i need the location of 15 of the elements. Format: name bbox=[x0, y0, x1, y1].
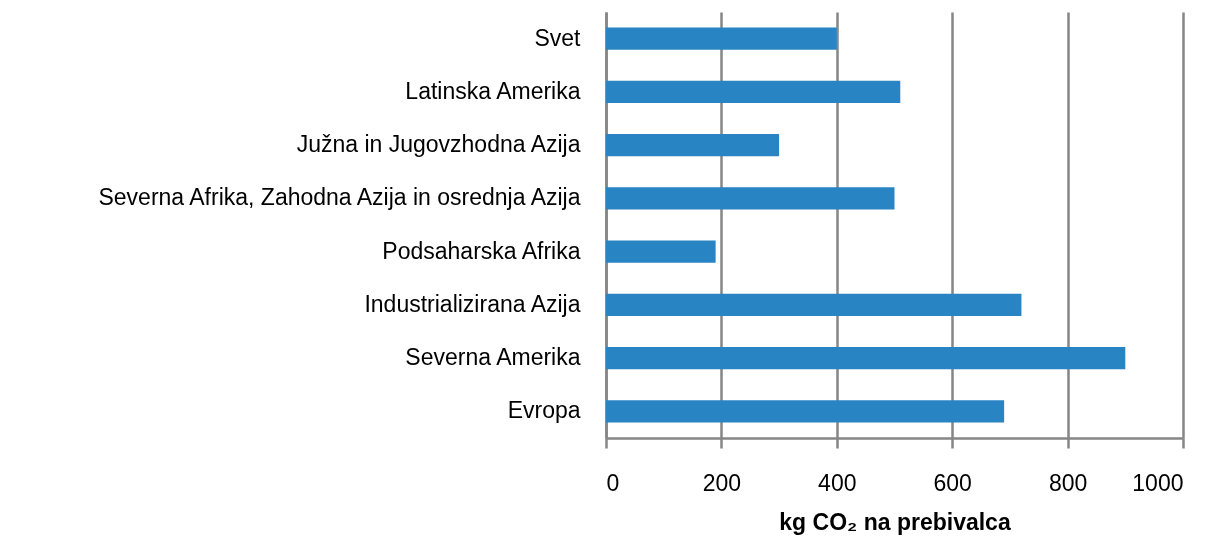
y-tick-label: Svet bbox=[534, 24, 582, 51]
y-tick-label: Južna in Jugovzhodna Azija bbox=[296, 131, 581, 158]
x-tick-label: 600 bbox=[933, 469, 972, 496]
y-tick-label: Severna Amerika bbox=[405, 344, 581, 371]
x-tick-label: 400 bbox=[818, 469, 857, 496]
x-tick-label: 800 bbox=[1048, 469, 1088, 496]
y-tick-label: Severna Afrika, Zahodna Azija in osrednja Azija bbox=[98, 184, 581, 211]
y-tick-label: Latinska Amerika bbox=[405, 77, 581, 104]
x-tick-label: 1000 bbox=[1132, 469, 1184, 496]
x-axis-title: kg CO₂ na prebivalca bbox=[779, 508, 1011, 535]
y-tick-label: Industrializirana Azija bbox=[364, 290, 581, 317]
y-tick-label: Evropa bbox=[507, 397, 581, 424]
x-tick-label: 200 bbox=[702, 469, 742, 496]
x-tick-label: 0 bbox=[606, 469, 620, 496]
y-tick-label: Podsaharska Afrika bbox=[382, 237, 581, 264]
